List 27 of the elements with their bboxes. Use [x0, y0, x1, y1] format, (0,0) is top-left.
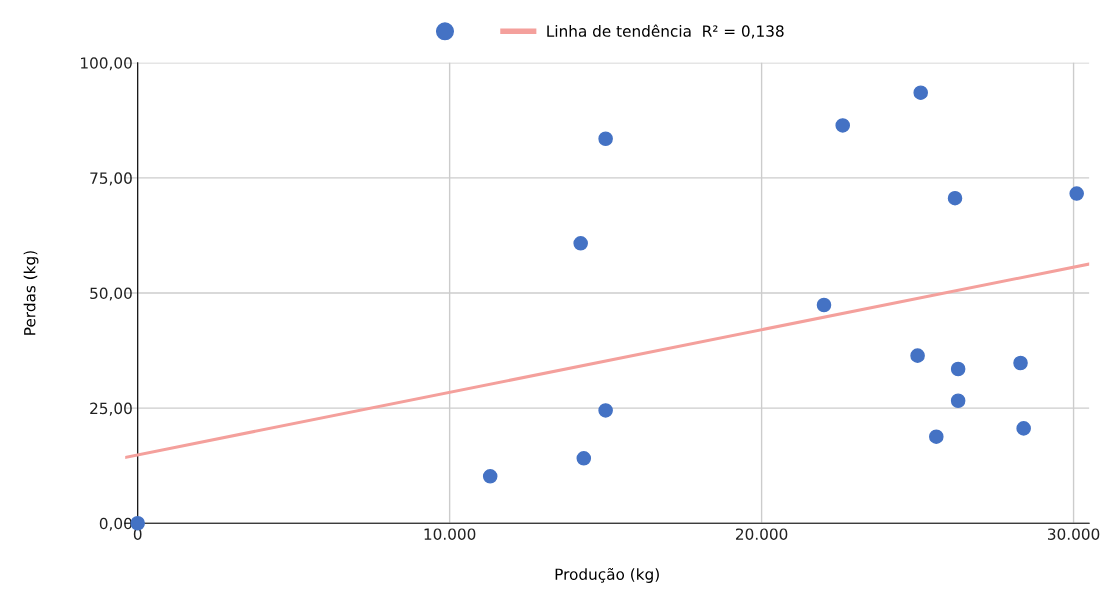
point — [947, 190, 963, 206]
x-tick-label: 20.000 — [736, 528, 788, 540]
point — [573, 236, 588, 251]
point — [598, 403, 613, 418]
point — [913, 85, 928, 101]
point — [576, 451, 592, 466]
y-tick-label: 100,00 — [81, 57, 132, 71]
x-axis-title: Produção (kg) — [555, 567, 659, 583]
point — [835, 118, 850, 133]
point — [1016, 421, 1031, 436]
point — [950, 361, 966, 377]
point — [910, 348, 925, 363]
y-tick-label: 75,00 — [90, 172, 132, 186]
point — [816, 297, 832, 313]
point — [929, 429, 944, 444]
point — [482, 469, 498, 484]
y-tick-label: 50,00 — [90, 287, 132, 301]
y-tick-label: 25,00 — [90, 402, 132, 416]
y-axis-title: Perdas (kg) — [23, 251, 39, 335]
point — [950, 393, 966, 409]
y-tick-label: 0,00 — [99, 517, 132, 531]
point — [1013, 355, 1028, 371]
x-tick-label: 30.000 — [1048, 528, 1100, 540]
legend-label: Linha de tendência R² = 0,138 — [547, 24, 784, 39]
x-tick-label: 10.000 — [424, 528, 476, 540]
point — [598, 131, 613, 147]
point — [1069, 186, 1084, 201]
